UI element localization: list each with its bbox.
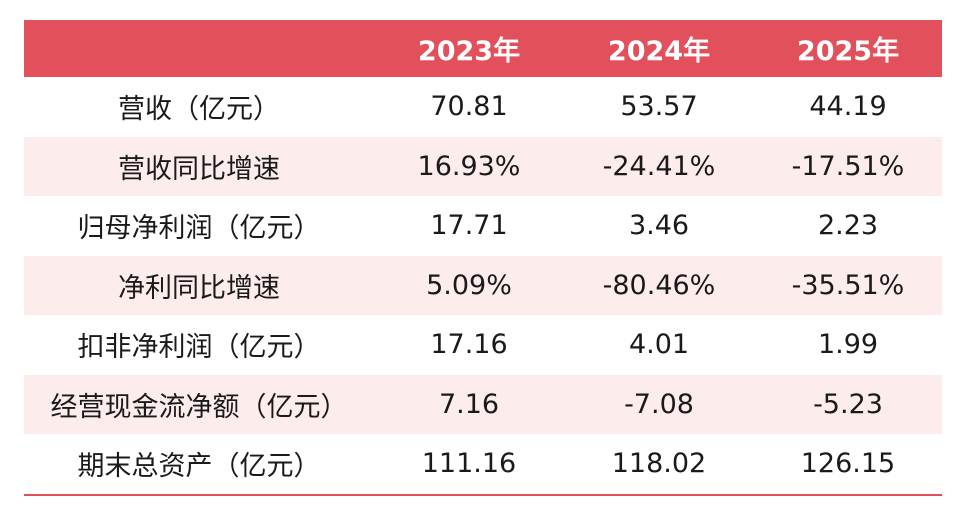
row-label: 扣非净利润（亿元）	[77, 332, 321, 364]
row-label: 归母净利润（亿元）	[77, 213, 321, 245]
cell-2025: -35.51%	[791, 269, 905, 301]
row-label: 净利同比增速	[118, 272, 280, 304]
row-label: 期末总资产（亿元）	[77, 451, 321, 483]
table-row-adjusted-net-profit: 扣非净利润（亿元） 17.16 4.01 1.99	[24, 315, 942, 375]
cell-2024: 3.46	[628, 210, 690, 242]
cell-2024: -80.46%	[602, 269, 716, 301]
cell-2025: 1.99	[817, 329, 879, 361]
cell-2024: 53.57	[620, 91, 698, 123]
cell-2025: -5.23	[813, 388, 883, 420]
cell-2023: 17.16	[430, 329, 508, 361]
cell-2023: 111.16	[421, 448, 517, 480]
cell-2025: 126.15	[800, 448, 896, 480]
cell-2024: -24.41%	[602, 150, 716, 182]
cell-2023: 70.81	[430, 91, 508, 123]
cell-2023: 7.16	[438, 388, 500, 420]
table-row-revenue: 营收（亿元） 70.81 53.57 44.19	[24, 77, 942, 137]
cell-2023: 16.93%	[417, 150, 521, 182]
cell-2025: 44.19	[809, 91, 887, 123]
row-label: 经营现金流净额（亿元）	[50, 391, 348, 423]
table-row-net-profit-growth: 净利同比增速 5.09% -80.46% -35.51%	[24, 255, 942, 315]
header-cell-2025: 2025年	[796, 36, 900, 67]
table-row-operating-cashflow: 经营现金流净额（亿元） 7.16 -7.08 -5.23	[24, 374, 942, 434]
row-label: 营收同比增速	[118, 153, 280, 185]
table-row-total-assets: 期末总资产（亿元） 111.16 118.02 126.15	[24, 434, 942, 494]
table-row-revenue-growth: 营收同比增速 16.93% -24.41% -17.51%	[24, 136, 942, 196]
cell-2024: -7.08	[624, 388, 694, 420]
header-cell-blank	[24, 20, 374, 77]
cell-2025: -17.51%	[791, 150, 905, 182]
header-cell-2023: 2023年	[417, 36, 521, 67]
cell-2023: 17.71	[430, 210, 508, 242]
table-header-row: 2023年 2024年 2025年	[24, 20, 942, 77]
cell-2023: 5.09%	[426, 269, 512, 301]
table-row-net-profit: 归母净利润（亿元） 17.71 3.46 2.23	[24, 196, 942, 256]
header-cell-2024: 2024年	[607, 36, 711, 67]
financial-table: 2023年 2024年 2025年 营收（亿元） 70.81 53.57 44.…	[24, 20, 942, 494]
table-bottom-rule	[24, 494, 942, 496]
cell-2024: 118.02	[611, 448, 707, 480]
cell-2024: 4.01	[628, 329, 690, 361]
cell-2025: 2.23	[817, 210, 879, 242]
row-label: 营收（亿元）	[118, 94, 280, 126]
